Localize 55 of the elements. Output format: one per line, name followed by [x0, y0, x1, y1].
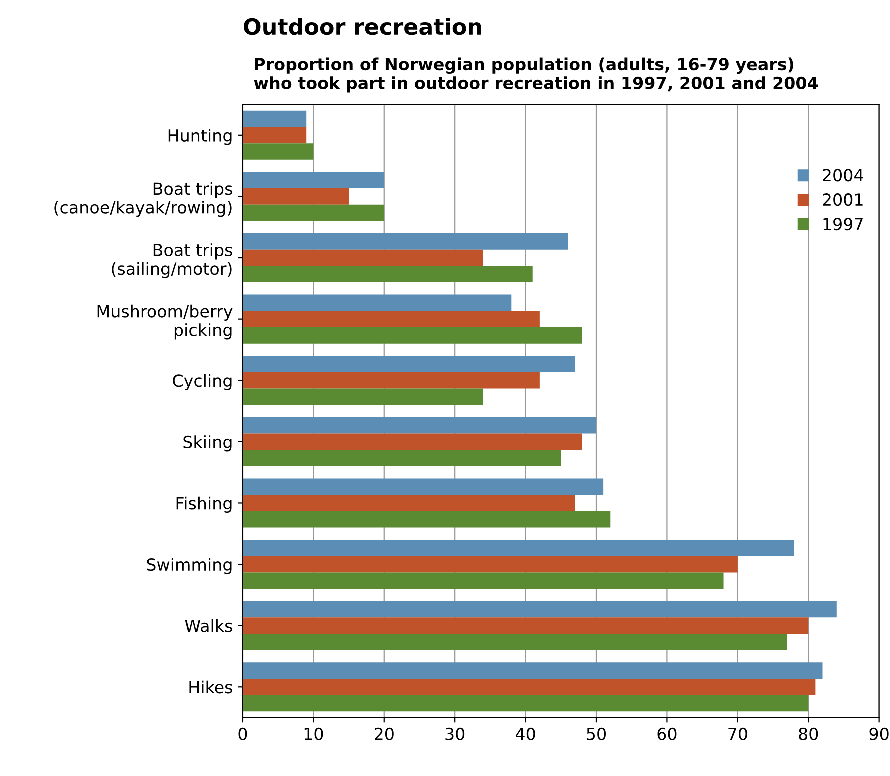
- bar: [242, 250, 484, 266]
- bar: [242, 234, 568, 250]
- bar: [242, 662, 823, 679]
- bar: [242, 511, 611, 528]
- bar: [242, 110, 307, 128]
- x-tick-label: 60: [658, 728, 677, 740]
- x-tick-label: 70: [728, 728, 748, 740]
- legend-label: 2001: [823, 194, 863, 206]
- y-tick-label: Swimming: [147, 558, 232, 574]
- chart-subtitle: Proportion of Norwegian population (adults, 16-79 years) who took part in outdoor recreation in 1997, 2001 and 2004: [254, 58, 818, 93]
- x-tick-label: 40: [516, 728, 536, 740]
- bar: [242, 556, 738, 573]
- x-tick-label: 30: [446, 728, 465, 740]
- y-tick-label: Boat trips (sailing/motor): [112, 244, 232, 278]
- bar: [242, 417, 596, 434]
- y-tick-label: Hikes: [190, 680, 232, 694]
- bar: [242, 572, 724, 590]
- x-tick-label: 20: [375, 728, 394, 740]
- chart-title: Outdoor recreation: [244, 18, 482, 36]
- bar: [242, 618, 809, 634]
- y-tick-label: Mushroom/berry picking: [98, 304, 233, 340]
- bar: [242, 695, 809, 712]
- bar: [242, 294, 512, 312]
- y-tick-label: Hunting: [168, 129, 232, 146]
- x-tick-label: 50: [587, 728, 606, 740]
- bar: [242, 172, 384, 189]
- y-tick-label: Cycling: [173, 374, 232, 390]
- bar: [242, 434, 582, 450]
- bar: [242, 601, 837, 618]
- bar: [242, 356, 576, 372]
- bar: [242, 540, 794, 556]
- y-tick-label: Walks: [185, 620, 232, 632]
- bar: [242, 188, 350, 205]
- y-tick-label: Fishing: [176, 496, 232, 514]
- bar: [242, 328, 582, 344]
- y-tick-label: Boat trips (canoe/kayak/rowing): [54, 182, 232, 218]
- x-tick-label: 90: [870, 728, 889, 740]
- bar: [242, 266, 533, 283]
- y-tick-label: Skiing: [184, 436, 232, 452]
- bar: [242, 495, 576, 512]
- bar: [242, 478, 604, 496]
- bar: [242, 311, 540, 328]
- x-tick-label: 10: [304, 728, 324, 740]
- legend-label: 2004: [823, 169, 864, 182]
- bar: [242, 450, 562, 466]
- bar: [242, 634, 788, 650]
- x-tick-label: 0: [238, 728, 248, 740]
- bar: [242, 678, 816, 696]
- legend-label: 1997: [824, 218, 863, 231]
- bar: [242, 204, 384, 222]
- x-tick-label: 80: [799, 728, 818, 740]
- bar: [242, 388, 484, 406]
- bar: [242, 144, 314, 160]
- bar: [242, 372, 540, 389]
- bar: [242, 127, 307, 144]
